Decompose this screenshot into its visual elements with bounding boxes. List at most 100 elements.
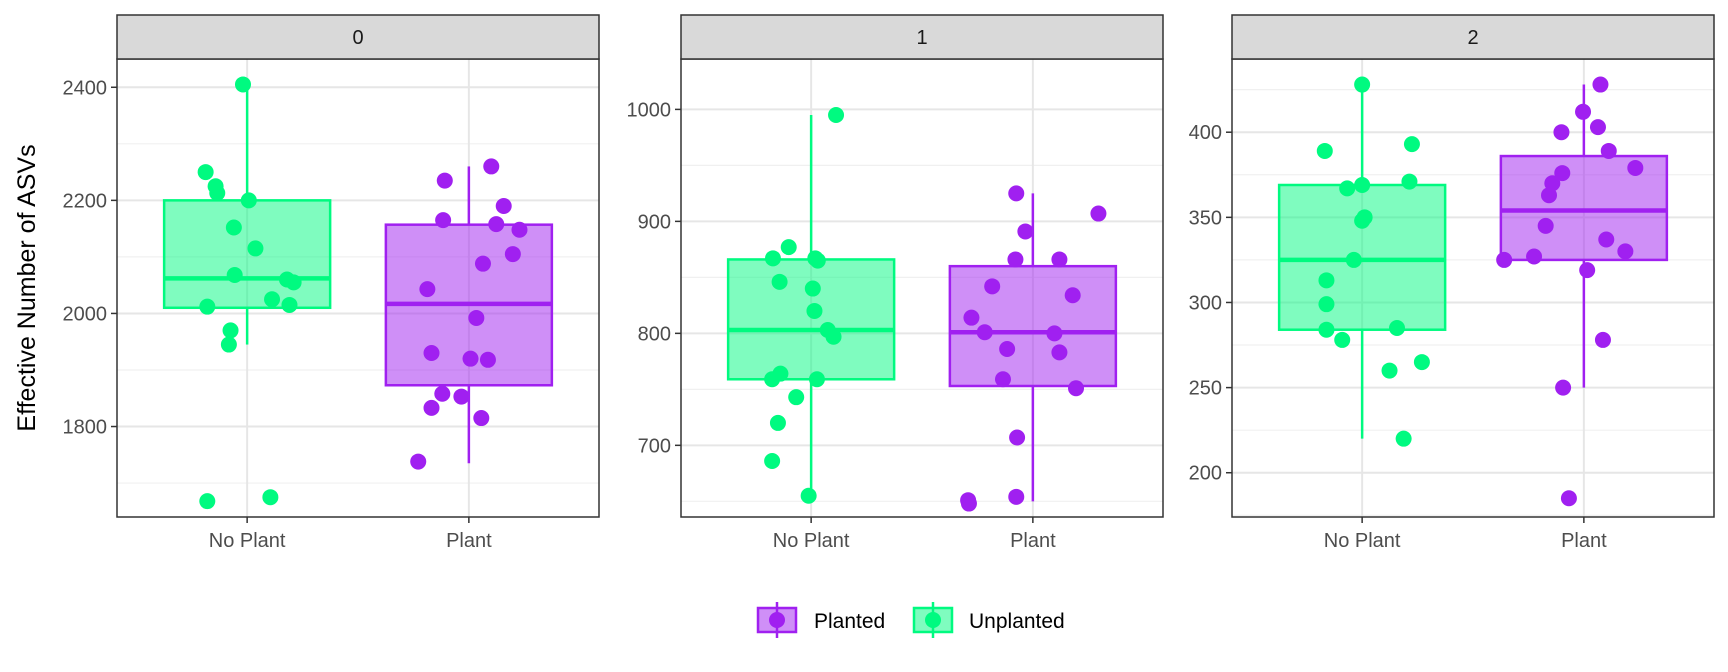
data-point — [1007, 251, 1024, 268]
data-point — [1334, 331, 1351, 348]
y-tick-label: 900 — [638, 211, 671, 233]
data-point — [1090, 205, 1107, 222]
data-point — [1068, 380, 1085, 397]
legend: Planted Unplanted — [756, 602, 1065, 638]
data-point — [1395, 430, 1412, 447]
facet-strip — [680, 14, 1164, 60]
data-point — [225, 219, 242, 236]
data-point — [473, 410, 490, 427]
legend-point — [769, 612, 785, 628]
box — [948, 264, 1118, 388]
data-point — [436, 172, 453, 189]
data-point — [423, 345, 440, 362]
data-point — [434, 385, 451, 402]
data-point — [1598, 231, 1615, 248]
data-point — [825, 328, 842, 345]
data-point — [764, 453, 781, 470]
data-point — [1318, 296, 1335, 313]
data-point — [1496, 251, 1513, 268]
box-group-plant — [1496, 76, 1669, 507]
data-point — [199, 298, 216, 315]
facet-strip-label: 0 — [352, 27, 363, 49]
data-point — [479, 351, 496, 368]
legend-label: Planted — [814, 610, 885, 633]
data-point — [1017, 223, 1034, 240]
x-tick-label: No Plant — [1324, 530, 1401, 552]
data-point — [209, 185, 226, 202]
data-point — [240, 192, 257, 209]
data-point — [984, 278, 1001, 295]
data-point — [1537, 217, 1554, 234]
x-tick-label: Plant — [1561, 530, 1607, 552]
box-group-no-plant — [726, 106, 896, 504]
data-point — [1554, 165, 1571, 182]
x-tick-label: Plant — [446, 530, 492, 552]
y-tick-label: 1800 — [63, 417, 108, 439]
data-point — [1575, 103, 1592, 120]
data-point — [1541, 187, 1557, 204]
box-group-plant — [384, 158, 554, 470]
data-point — [1008, 185, 1025, 202]
data-point — [804, 280, 821, 297]
data-point — [1560, 490, 1577, 507]
data-point — [419, 281, 436, 298]
data-point — [410, 453, 427, 470]
data-point — [960, 495, 977, 512]
data-point — [1600, 142, 1617, 159]
box — [1277, 183, 1447, 331]
data-point — [435, 212, 452, 229]
data-point — [226, 266, 243, 283]
data-point — [780, 239, 797, 256]
data-point — [1051, 251, 1068, 268]
data-point — [495, 198, 512, 215]
data-point — [771, 273, 788, 290]
data-point — [1008, 488, 1025, 505]
box-group-plant — [948, 185, 1118, 512]
y-tick-label: 700 — [638, 435, 671, 457]
data-point — [1381, 362, 1398, 379]
data-point — [994, 371, 1011, 388]
y-tick-label: 400 — [1189, 122, 1222, 144]
y-tick-label: 250 — [1189, 378, 1222, 400]
legend-point — [925, 612, 941, 628]
data-point — [1627, 159, 1644, 176]
data-point — [222, 322, 239, 339]
y-tick-label: 200 — [1189, 463, 1222, 485]
y-tick-label: 2400 — [63, 77, 108, 99]
data-point — [488, 216, 505, 233]
facet-strip — [116, 14, 600, 60]
data-point — [1318, 272, 1335, 289]
data-point — [1592, 76, 1609, 93]
data-point — [511, 221, 528, 238]
data-point — [1553, 124, 1570, 141]
box — [162, 199, 332, 310]
x-tick-label: No Plant — [209, 530, 286, 552]
data-point — [1064, 287, 1081, 304]
data-point — [1009, 429, 1026, 446]
legend-key-planted — [756, 602, 798, 638]
data-point — [800, 487, 817, 504]
data-point — [281, 296, 298, 313]
facet-strip-label: 1 — [916, 27, 927, 49]
data-point — [262, 489, 279, 506]
y-tick-label: 800 — [638, 323, 671, 345]
data-point — [1345, 251, 1362, 268]
data-point — [1354, 212, 1371, 229]
data-point — [1617, 243, 1634, 260]
data-point — [1579, 262, 1596, 279]
data-point — [806, 302, 823, 319]
data-point — [1354, 176, 1371, 193]
facet-panel-0: 0 1800 2000 2200 2400 No Plant Plant — [63, 14, 600, 552]
y-axis-title: Effective Number of ASVs — [13, 144, 41, 431]
data-point — [285, 274, 302, 291]
y-tick-label: 300 — [1189, 292, 1222, 314]
data-point — [1316, 142, 1333, 159]
data-point — [197, 164, 214, 181]
data-point — [1046, 325, 1063, 342]
x-tick-label: Plant — [1010, 530, 1056, 552]
y-tick-label: 2000 — [63, 303, 108, 325]
box-group-no-plant — [162, 76, 332, 510]
data-point — [1594, 331, 1611, 348]
data-point — [1403, 136, 1420, 153]
